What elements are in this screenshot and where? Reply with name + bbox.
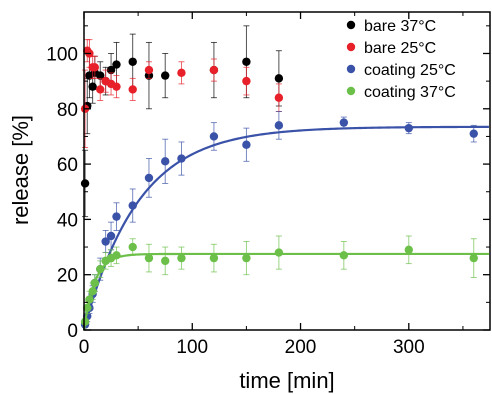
data-point [161, 71, 170, 80]
x-axis-title: time [min] [239, 368, 334, 393]
y-tick-label: 0 [67, 321, 78, 342]
data-point [177, 68, 186, 78]
data-point [242, 253, 251, 263]
data-point [90, 63, 100, 72]
data-point [242, 57, 251, 66]
data-point [144, 65, 154, 75]
data-point [112, 60, 121, 69]
data-point [469, 253, 478, 263]
data-point [128, 242, 137, 252]
fit-curve [82, 125, 489, 331]
data-point [274, 74, 284, 83]
data-point [209, 253, 219, 263]
legend-label: coating 37°C [364, 84, 456, 101]
legend-label: bare 25°C [364, 40, 436, 57]
data-point [469, 129, 478, 138]
legend-marker [346, 64, 356, 74]
data-point [96, 85, 105, 94]
data-point [339, 251, 349, 260]
x-tick-label: 300 [393, 337, 425, 358]
x-tick-label: 100 [176, 337, 208, 358]
legend-marker [346, 86, 356, 96]
y-tick-label: 60 [57, 155, 78, 176]
series-3 [80, 235, 489, 331]
y-tick-label: 100 [46, 44, 78, 65]
data-point [242, 76, 251, 86]
y-tick-label: 20 [57, 266, 78, 287]
data-point [80, 317, 90, 326]
data-point [177, 253, 186, 263]
data-point [112, 251, 121, 260]
data-point [96, 264, 105, 274]
data-point [106, 65, 116, 75]
data-point [128, 57, 137, 66]
data-point [101, 237, 110, 246]
data-point [90, 278, 100, 288]
data-point [209, 65, 219, 75]
axes: 0 100 200 300 0 20 40 60 80 100 [46, 11, 491, 358]
plot-marks [80, 25, 489, 331]
plot-frame [83, 11, 491, 331]
data-point [242, 140, 251, 149]
data-point [161, 157, 170, 166]
data-point [404, 123, 413, 133]
fit-curve [82, 252, 489, 331]
data-point [161, 256, 170, 266]
legend-marker [346, 42, 356, 52]
data-point [274, 121, 284, 130]
y-axis-title: release [%] [8, 115, 33, 225]
data-point [209, 132, 219, 141]
legend-label: coating 25°C [364, 62, 456, 79]
data-point [85, 295, 94, 304]
y-tick-label: 80 [57, 100, 78, 121]
data-point [177, 154, 186, 163]
data-point [128, 85, 137, 94]
data-point [274, 248, 284, 257]
data-point [106, 231, 116, 241]
data-point [80, 179, 90, 188]
data-point [404, 245, 413, 255]
data-point [128, 201, 137, 210]
data-point [112, 212, 121, 221]
y-tick-label: 40 [57, 210, 78, 231]
series-2 [80, 111, 489, 331]
data-point [96, 71, 105, 80]
data-point [339, 118, 349, 127]
data-point [274, 93, 284, 102]
data-point [144, 173, 154, 183]
x-tick-label: 200 [285, 337, 317, 358]
data-point [112, 82, 121, 91]
legend-label: bare 37°C [364, 18, 436, 35]
series-0 [80, 25, 284, 218]
legend-marker [346, 20, 356, 30]
legend: bare 37°C bare 25°C coating 25°C coating 37… [346, 18, 456, 101]
x-tick-label: 0 [79, 337, 90, 358]
data-point [144, 253, 154, 263]
